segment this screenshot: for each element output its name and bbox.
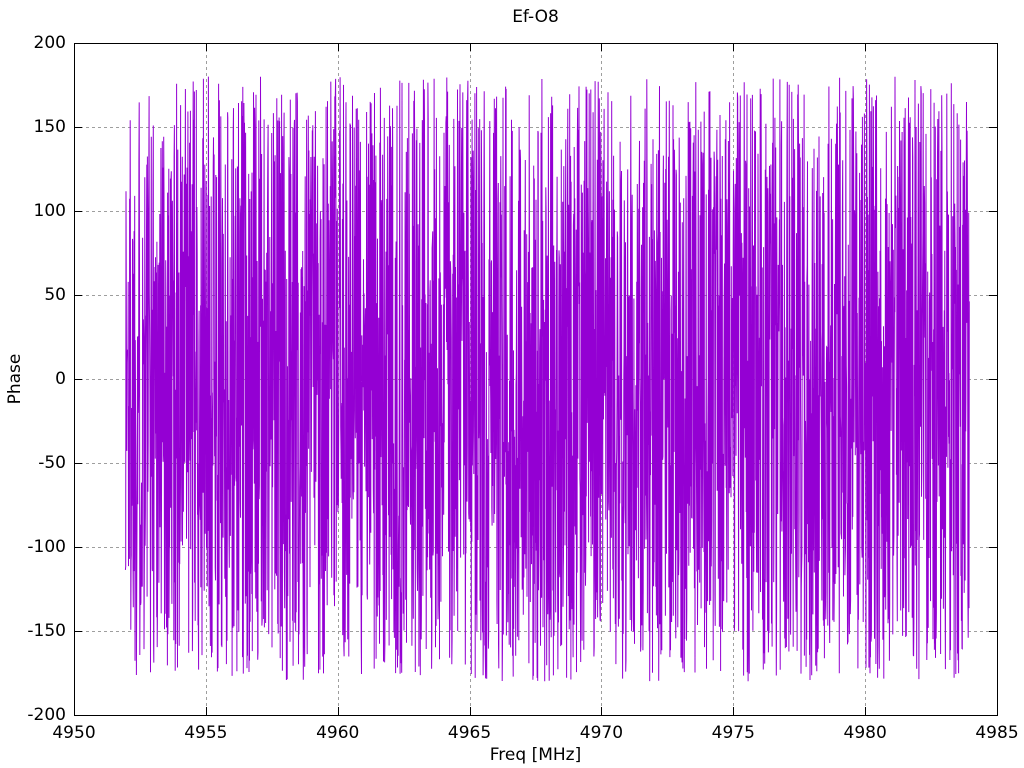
y-tick-label: -200 xyxy=(27,705,66,725)
y-tick-label: 0 xyxy=(55,369,66,389)
x-tick-label: 4950 xyxy=(52,723,96,743)
y-tick-label: 200 xyxy=(33,33,66,53)
x-tick-label: 4955 xyxy=(184,723,228,743)
x-tick-label: 4965 xyxy=(447,723,492,743)
y-tick-label: 50 xyxy=(44,285,66,305)
y-tick-label: -100 xyxy=(27,537,66,557)
y-axis-label: Phase xyxy=(5,353,25,405)
x-tick-label: 4980 xyxy=(843,723,887,743)
y-tick-label: 100 xyxy=(33,201,66,221)
x-tick-label: 4970 xyxy=(579,723,624,743)
chart-title: Ef-O8 xyxy=(512,7,559,27)
y-tick-label: -150 xyxy=(27,621,66,641)
x-axis-label: Freq [MHz] xyxy=(489,745,582,765)
x-tick-label: 4960 xyxy=(316,723,360,743)
x-tick-label: 4975 xyxy=(711,723,755,743)
x-tick-label: 4985 xyxy=(975,723,1019,743)
y-tick-label: 150 xyxy=(33,117,66,137)
y-tick-label: -50 xyxy=(38,453,66,473)
